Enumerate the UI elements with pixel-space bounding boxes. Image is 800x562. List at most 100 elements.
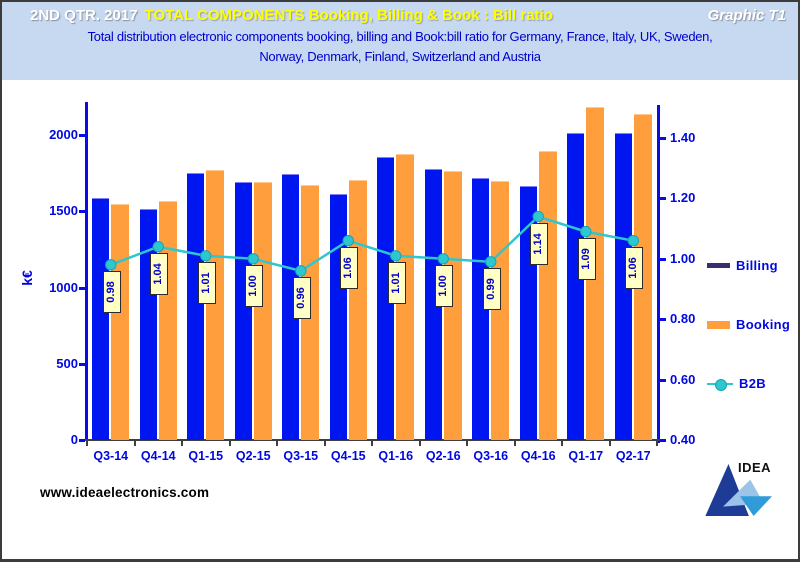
billing-bar <box>234 181 252 440</box>
x-tick-label: Q4-15 <box>330 449 366 463</box>
x-tick-label: Q2-17 <box>615 449 651 463</box>
x-tick-label: Q3-16 <box>473 449 509 463</box>
graphic-label: Graphic T1 <box>707 7 786 24</box>
b2b-value-label: 1.01 <box>197 261 216 304</box>
billing-bar <box>92 198 110 440</box>
right-axis-tick <box>660 197 666 201</box>
b2b-value-label: 1.14 <box>530 222 549 265</box>
legend-item-billing: Billing <box>707 258 778 273</box>
right-tick-label: 0.40 <box>670 432 696 447</box>
b2b-value-label: 0.99 <box>482 267 501 310</box>
left-axis-tick <box>79 134 85 137</box>
left-axis-tick <box>79 362 85 366</box>
subtitle-line-1: Total distribution electronic components… <box>87 29 713 44</box>
right-tick-label: 1.20 <box>670 190 696 206</box>
b2b-value-label: 0.96 <box>292 276 311 319</box>
right-tick-label: 0.80 <box>670 311 696 327</box>
right-axis-tick <box>660 318 666 322</box>
logo-text: IDEA <box>738 460 772 475</box>
legend-item-booking: Booking <box>707 317 790 332</box>
b2b-value-label: 1.09 <box>577 237 596 280</box>
idea-logo-icon <box>704 464 772 516</box>
x-axis-tick <box>608 440 611 446</box>
x-axis-tick <box>418 440 421 446</box>
booking-bar <box>348 179 367 440</box>
x-tick-label: Q1-16 <box>378 449 414 463</box>
booking-bar <box>111 203 130 440</box>
left-tick-label: 500 <box>56 355 78 371</box>
right-axis-tick <box>660 439 666 442</box>
b2b-value-label: 1.00 <box>245 264 264 307</box>
right-tick-label: 1.40 <box>670 130 696 145</box>
booking-bar <box>491 180 510 440</box>
x-tick-label: Q3-15 <box>283 449 319 463</box>
x-axis-tick <box>133 440 136 446</box>
left-tick-label: 1500 <box>49 203 78 219</box>
billing-swatch <box>707 263 730 268</box>
right-axis-tick <box>660 257 666 261</box>
right-tick-label: 0.60 <box>670 371 696 387</box>
x-tick-label: Q2-15 <box>235 449 271 463</box>
x-axis-tick <box>323 440 326 446</box>
b2b-value-label: 0.98 <box>102 270 121 313</box>
title-main: TOTAL COMPONENTS Booking, Billing & Book… <box>144 7 553 24</box>
x-tick-label: Q4-16 <box>520 449 556 463</box>
left-axis-tick <box>79 210 85 214</box>
b2b-value-label: 1.01 <box>387 261 406 304</box>
x-tick-label: Q2-16 <box>425 449 461 463</box>
legend-label-b2b: B2B <box>739 376 766 391</box>
billing-bar <box>139 208 157 440</box>
right-axis-tick <box>660 137 666 140</box>
booking-swatch <box>707 320 730 329</box>
x-axis-tick <box>371 440 373 446</box>
x-axis-tick <box>181 440 183 446</box>
b2b-value-label: 1.04 <box>150 252 169 295</box>
b2b-value-label: 1.06 <box>625 246 644 289</box>
legend-label-billing: Billing <box>736 258 778 273</box>
x-tick-label: Q3-14 <box>93 449 129 463</box>
idea-logo: IDEA <box>702 456 776 550</box>
b2b-value-label: 1.00 <box>435 264 454 307</box>
booking-bar <box>538 151 557 440</box>
left-tick-label: 1000 <box>49 279 78 295</box>
x-axis-tick <box>466 440 468 446</box>
billing-bar <box>567 133 585 440</box>
b2b-swatch <box>707 378 733 391</box>
title-row: 2ND QTR. 2017 TOTAL COMPONENTS Booking, … <box>2 2 798 24</box>
x-axis-line <box>85 439 661 441</box>
x-axis-tick <box>276 440 278 446</box>
x-axis-tick <box>228 440 231 446</box>
b2b-value-label: 1.06 <box>340 246 359 289</box>
billing-bar <box>614 132 632 440</box>
right-axis-tick <box>660 378 666 382</box>
x-tick-label: Q1-15 <box>188 449 224 463</box>
right-axis-line <box>657 105 660 443</box>
legend-item-b2b: B2B <box>707 376 766 391</box>
billing-bar <box>329 194 347 440</box>
website-text: www.ideaelectronics.com <box>40 485 210 500</box>
x-axis-tick <box>561 440 563 446</box>
header-band: 2ND QTR. 2017 TOTAL COMPONENTS Booking, … <box>2 2 798 80</box>
left-axis-title: k€ <box>19 270 35 286</box>
left-axis-line <box>85 102 88 440</box>
title-period: 2ND QTR. 2017 <box>30 7 138 24</box>
booking-bar <box>158 200 177 440</box>
booking-bar <box>253 182 272 440</box>
booking-bar <box>206 170 225 440</box>
x-axis-tick <box>656 440 658 446</box>
billing-bar <box>187 173 205 440</box>
legend-label-booking: Booking <box>736 317 791 332</box>
left-axis-tick <box>79 286 85 290</box>
x-tick-label: Q1-17 <box>568 449 604 463</box>
right-tick-label: 1.00 <box>670 250 696 266</box>
x-axis-tick <box>86 440 88 446</box>
left-axis-tick <box>79 439 85 442</box>
chart-subtitle: Total distribution electronic components… <box>2 27 798 66</box>
x-axis-tick <box>513 440 516 446</box>
left-tick-label: 2000 <box>49 127 78 142</box>
left-tick-label: 0 <box>70 432 78 447</box>
subtitle-line-2: Norway, Denmark, Finland, Switzerland an… <box>259 48 541 64</box>
x-tick-label: Q4-14 <box>140 449 176 463</box>
